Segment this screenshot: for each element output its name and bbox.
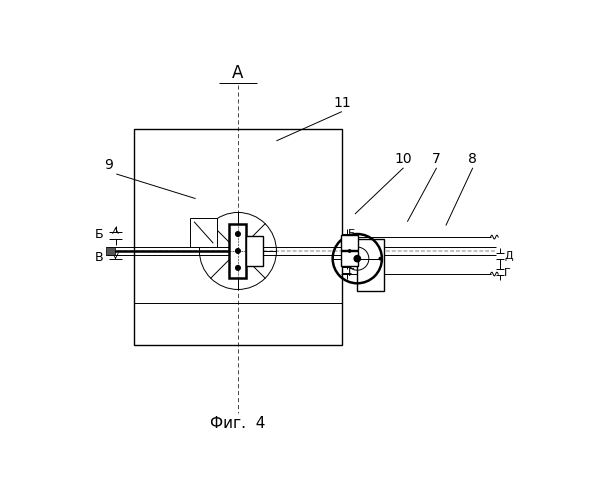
Bar (105, 247, 115, 255)
Text: Б: Б (348, 230, 356, 239)
Text: Г: Г (348, 268, 355, 278)
Text: A: A (232, 64, 243, 82)
Bar (246, 236, 263, 266)
Text: 11: 11 (333, 96, 351, 110)
Circle shape (233, 246, 243, 256)
Text: Г: Г (504, 268, 511, 278)
Bar (341, 251, 358, 266)
Bar (190, 218, 217, 247)
Text: 7: 7 (432, 152, 441, 166)
Circle shape (353, 255, 361, 262)
Bar (357, 238, 385, 291)
Text: В: В (348, 248, 356, 258)
Text: Б: Б (95, 228, 103, 240)
Bar (230, 224, 246, 278)
Circle shape (347, 249, 352, 253)
Bar (341, 235, 358, 250)
Text: 9: 9 (104, 158, 113, 172)
Circle shape (379, 256, 382, 260)
Text: 8: 8 (468, 152, 477, 166)
Text: Д: Д (348, 256, 356, 266)
Bar (134, 130, 342, 345)
Circle shape (236, 248, 240, 254)
Circle shape (236, 232, 240, 236)
Text: 10: 10 (395, 152, 412, 166)
Text: Д: Д (504, 250, 513, 260)
Circle shape (236, 266, 240, 270)
Text: В: В (95, 252, 103, 264)
Text: Фиг.  4: Фиг. 4 (210, 416, 266, 431)
